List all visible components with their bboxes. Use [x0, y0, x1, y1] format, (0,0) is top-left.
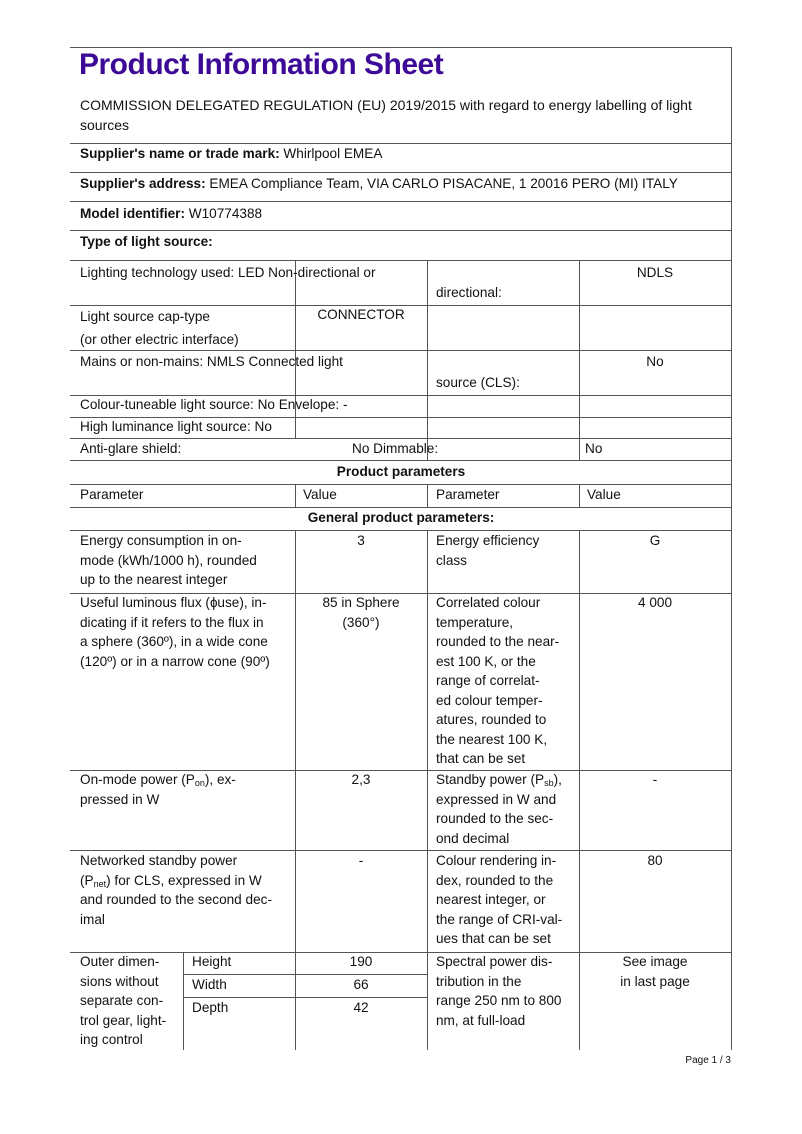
top-rule — [70, 47, 732, 48]
standby-power-value: - — [652, 772, 658, 787]
subscript: sb — [544, 778, 554, 788]
energy-consumption-value: 3 — [357, 533, 365, 548]
on-mode-power-value: 2,3 — [351, 772, 371, 787]
height-label: Height — [192, 954, 232, 969]
colour-rendering-index: Colour rendering in- dex, rounded to the… — [436, 853, 563, 946]
standby-power: Standby power (Psb), expressed in W and … — [436, 770, 562, 848]
header-parameter: Parameter — [436, 487, 500, 502]
grid-line — [427, 530, 428, 1050]
supplier-address-value: EMEA Compliance Team, VIA CARLO PISACANE… — [205, 176, 678, 191]
cap-type: Light source cap-type (or other electric… — [80, 309, 239, 347]
row-line — [70, 460, 732, 461]
supplier-name-label: Supplier's name or trade mark: — [80, 146, 280, 161]
header-parameter: Parameter — [80, 487, 144, 502]
regulation-subtitle: COMMISSION DELEGATED REGULATION (EU) 201… — [80, 97, 692, 133]
text: ) for CLS, expressed in W and rounded to… — [80, 872, 272, 927]
networked-standby-power: Networked standby power (Pnet) for CLS, … — [80, 851, 272, 929]
row-line — [183, 997, 427, 998]
row-line — [70, 507, 732, 508]
divider — [70, 143, 732, 144]
spectral-power-distribution: Spectral power dis- tribution in the ran… — [436, 954, 562, 1028]
general-parameters-heading: General product parameters: — [307, 510, 495, 525]
product-parameters-heading: Product parameters — [336, 464, 466, 479]
page-number: Page 1 / 3 — [685, 1055, 731, 1066]
model-identifier: Model identifier: W10774388 — [80, 204, 262, 224]
row-line — [183, 974, 427, 975]
lighting-technology-cont: directional: — [436, 285, 502, 300]
text: Standby power (P — [436, 772, 545, 787]
grid-line — [579, 484, 580, 507]
text: ), expressed in W and rounded to the sec… — [436, 772, 562, 846]
width-value: 66 — [353, 977, 369, 992]
lighting-technology: Lighting technology used: LED Non-direct… — [80, 265, 376, 280]
row-line — [70, 770, 732, 771]
lighting-technology-value: NDLS — [636, 265, 674, 280]
row-line — [70, 395, 732, 396]
row-line — [70, 952, 732, 953]
dimmable-value: No — [585, 441, 603, 456]
grid-line — [183, 952, 184, 1050]
row-line — [70, 417, 732, 418]
high-luminance: High luminance light source: No — [80, 419, 272, 434]
divider — [70, 260, 732, 261]
colour-tuneable: Colour-tuneable light source: No Envelop… — [80, 397, 348, 412]
on-mode-power: On-mode power (Pon), ex- pressed in W — [80, 770, 236, 809]
supplier-name: Supplier's name or trade mark: Whirlpool… — [80, 144, 382, 164]
grid-line — [427, 260, 428, 460]
text: Networked standby power (P — [80, 853, 238, 888]
supplier-name-value: Whirlpool EMEA — [279, 146, 383, 161]
grid-line — [579, 260, 580, 460]
grid-line — [295, 260, 296, 438]
anti-glare: Anti-glare shield: — [80, 441, 182, 456]
page-title: Product Information Sheet — [79, 48, 444, 81]
text: On-mode power (P — [80, 772, 195, 787]
grid-line — [295, 530, 296, 1050]
colour-temperature-value: 4 000 — [637, 595, 673, 610]
type-heading: Type of light source: — [80, 234, 213, 249]
mains: Mains or non-mains: NMLS Connected light — [80, 354, 343, 369]
header-value: Value — [587, 487, 621, 502]
grid-line — [579, 530, 580, 1050]
row-line — [70, 850, 732, 851]
colour-rendering-value: 80 — [647, 853, 663, 868]
depth-label: Depth — [192, 1000, 229, 1015]
energy-consumption: Energy consumption in on- mode (kWh/1000… — [80, 533, 257, 587]
model-label: Model identifier: — [80, 206, 185, 221]
row-line — [70, 305, 732, 306]
divider — [70, 201, 732, 202]
right-rule — [731, 47, 732, 1050]
divider — [70, 230, 732, 231]
mains-cont: source (CLS): — [436, 375, 520, 390]
depth-value: 42 — [353, 1000, 369, 1015]
cls-value: No — [646, 354, 664, 369]
energy-efficiency-value: G — [649, 533, 661, 548]
networked-standby-value: - — [358, 853, 364, 868]
divider — [70, 172, 732, 173]
row-line — [70, 484, 732, 485]
subscript: net — [93, 878, 107, 889]
anti-glare-dimmable: No Dimmable: — [352, 441, 439, 456]
supplier-address-label: Supplier's address: — [80, 176, 206, 191]
subscript: on — [194, 778, 205, 788]
text: ), ex- pressed in W — [80, 772, 236, 807]
colour-temperature: Correlated colour temperature, rounded t… — [436, 595, 560, 766]
row-line — [70, 530, 732, 531]
height-value: 190 — [349, 954, 373, 969]
width-label: Width — [192, 977, 227, 992]
spectral-power-value: See image in last page — [620, 954, 690, 989]
outer-dimensions: Outer dimen- sions without separate con-… — [80, 954, 167, 1047]
model-value: W10774388 — [184, 206, 263, 221]
supplier-address: Supplier's address: EMEA Compliance Team… — [80, 174, 678, 194]
luminous-flux-value: 85 in Sphere (360°) — [322, 595, 400, 630]
row-line — [70, 593, 732, 594]
energy-efficiency-class: Energy efficiency class — [436, 533, 540, 568]
luminous-flux: Useful luminous flux (ɸuse), in- dicatin… — [80, 595, 270, 669]
grid-line — [427, 484, 428, 507]
header-value: Value — [303, 487, 337, 502]
cap-type-value: CONNECTOR — [317, 307, 405, 322]
row-line — [70, 350, 732, 351]
grid-line — [295, 484, 296, 507]
row-line — [70, 438, 732, 439]
